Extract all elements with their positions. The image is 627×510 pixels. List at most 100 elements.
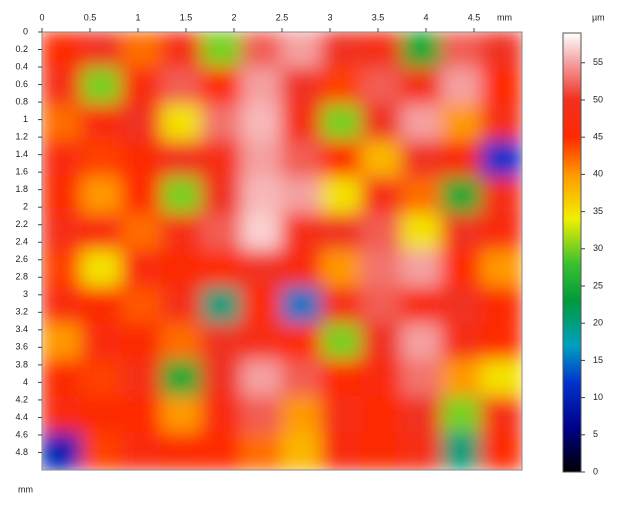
heatmap-cell xyxy=(321,323,363,362)
heatmap-cell xyxy=(401,140,443,179)
heatmap-cell xyxy=(81,213,123,252)
heatmap-cell xyxy=(161,396,203,435)
colorbar-tick-label: 50 xyxy=(593,94,603,104)
heatmap-cell xyxy=(401,286,443,325)
heatmap-cell xyxy=(321,396,363,435)
heatmap-cell xyxy=(401,213,443,252)
heatmap-cell xyxy=(281,286,323,325)
heatmap-cell xyxy=(441,104,483,143)
heatmap-cell xyxy=(441,250,483,289)
heatmap-cell xyxy=(81,140,123,179)
heatmap-cell xyxy=(161,140,203,179)
heatmap-cell xyxy=(42,250,83,289)
heatmap-cell xyxy=(321,177,363,216)
heatmap-cell xyxy=(361,323,403,362)
heatmap-cell xyxy=(81,323,123,362)
heatmap-cell xyxy=(201,213,243,252)
heatmap-cell xyxy=(161,32,203,70)
heatmap-cell xyxy=(481,250,522,289)
heatmap-cell xyxy=(401,104,443,143)
heatmap-cell xyxy=(401,323,443,362)
heatmap-cell xyxy=(161,213,203,252)
heatmap-cell xyxy=(81,104,123,143)
y-tick-label: 1.8 xyxy=(15,184,28,194)
heatmap-cell xyxy=(81,250,123,289)
heatmap-cell xyxy=(361,432,403,470)
heatmap-cell xyxy=(441,67,483,106)
heatmap-cell xyxy=(361,359,403,398)
y-tick-label: 0.4 xyxy=(15,61,28,71)
heatmap-cell xyxy=(161,67,203,106)
heatmap-cell xyxy=(201,323,243,362)
heatmap-cell xyxy=(441,359,483,398)
heatmap-cell xyxy=(241,286,283,325)
y-unit: mm xyxy=(18,484,33,494)
heatmap-cell xyxy=(241,177,283,216)
heatmap-cell xyxy=(161,359,203,398)
heatmap-cell xyxy=(481,396,522,435)
heatmap-cell xyxy=(481,213,522,252)
colorbar-unit: µm xyxy=(592,12,605,22)
heatmap-cell xyxy=(441,396,483,435)
colorbar-tick-label: 10 xyxy=(593,392,603,402)
heatmap-cell xyxy=(361,140,403,179)
x-tick-label: 0.5 xyxy=(84,12,97,22)
heatmap-cell xyxy=(161,432,203,470)
heatmap-cell xyxy=(281,67,323,106)
heatmap-cell xyxy=(401,177,443,216)
heatmap-cell xyxy=(361,396,403,435)
heatmap-cell xyxy=(401,32,443,70)
heatmap-cell xyxy=(121,432,163,470)
heatmap-cell xyxy=(121,359,163,398)
heatmap-cell xyxy=(201,250,243,289)
heatmap-cell xyxy=(161,177,203,216)
x-tick-label: 2.5 xyxy=(276,12,289,22)
heatmap-cell xyxy=(241,104,283,143)
heatmap-cell xyxy=(241,359,283,398)
heatmap-cell xyxy=(441,140,483,179)
heatmap-cell xyxy=(42,432,83,470)
colorbar-tick-label: 45 xyxy=(593,132,603,142)
heatmap-cell xyxy=(121,213,163,252)
y-tick-label: 4.2 xyxy=(15,394,28,404)
heatmap-cell xyxy=(42,104,83,143)
y-tick-label: 2 xyxy=(23,202,28,212)
heatmap-cell xyxy=(361,67,403,106)
colorbar xyxy=(562,32,582,473)
heatmap-cell xyxy=(81,67,123,106)
heatmap-cell xyxy=(321,432,363,470)
colorbar-tick-label: 15 xyxy=(593,355,603,365)
heatmap-cell xyxy=(481,104,522,143)
heatmap-cell xyxy=(361,250,403,289)
y-tick-label: 0 xyxy=(23,26,28,36)
heatmap-cell xyxy=(81,177,123,216)
heatmap-cell xyxy=(42,396,83,435)
heatmap-cell xyxy=(121,67,163,106)
heatmap-cell xyxy=(241,323,283,362)
heatmap-cell xyxy=(201,140,243,179)
y-tick-label: 0.8 xyxy=(15,96,28,106)
colorbar-tick-label: 30 xyxy=(593,243,603,253)
heatmap-cell xyxy=(161,323,203,362)
y-tick-label: 3.2 xyxy=(15,307,28,317)
heatmap-cell xyxy=(241,250,283,289)
heatmap-cell xyxy=(42,140,83,179)
colorbar-tick-label: 0 xyxy=(593,466,598,476)
heatmap-cell xyxy=(281,250,323,289)
x-tick-label: 0 xyxy=(39,12,44,22)
heatmap-cell xyxy=(481,177,522,216)
heatmap-cell xyxy=(42,323,83,362)
heatmap-cell xyxy=(401,396,443,435)
x-unit: mm xyxy=(497,12,512,22)
heatmap-cell xyxy=(441,323,483,362)
heatmap-cell xyxy=(121,250,163,289)
y-tick-label: 2.2 xyxy=(15,219,28,229)
heatmap-cell xyxy=(121,140,163,179)
heatmap-cell xyxy=(481,32,522,70)
heatmap-cell xyxy=(241,140,283,179)
heatmap-cell xyxy=(441,286,483,325)
heatmap-cell xyxy=(321,250,363,289)
heatmap-cell xyxy=(401,432,443,470)
x-tick-label: 3 xyxy=(327,12,332,22)
